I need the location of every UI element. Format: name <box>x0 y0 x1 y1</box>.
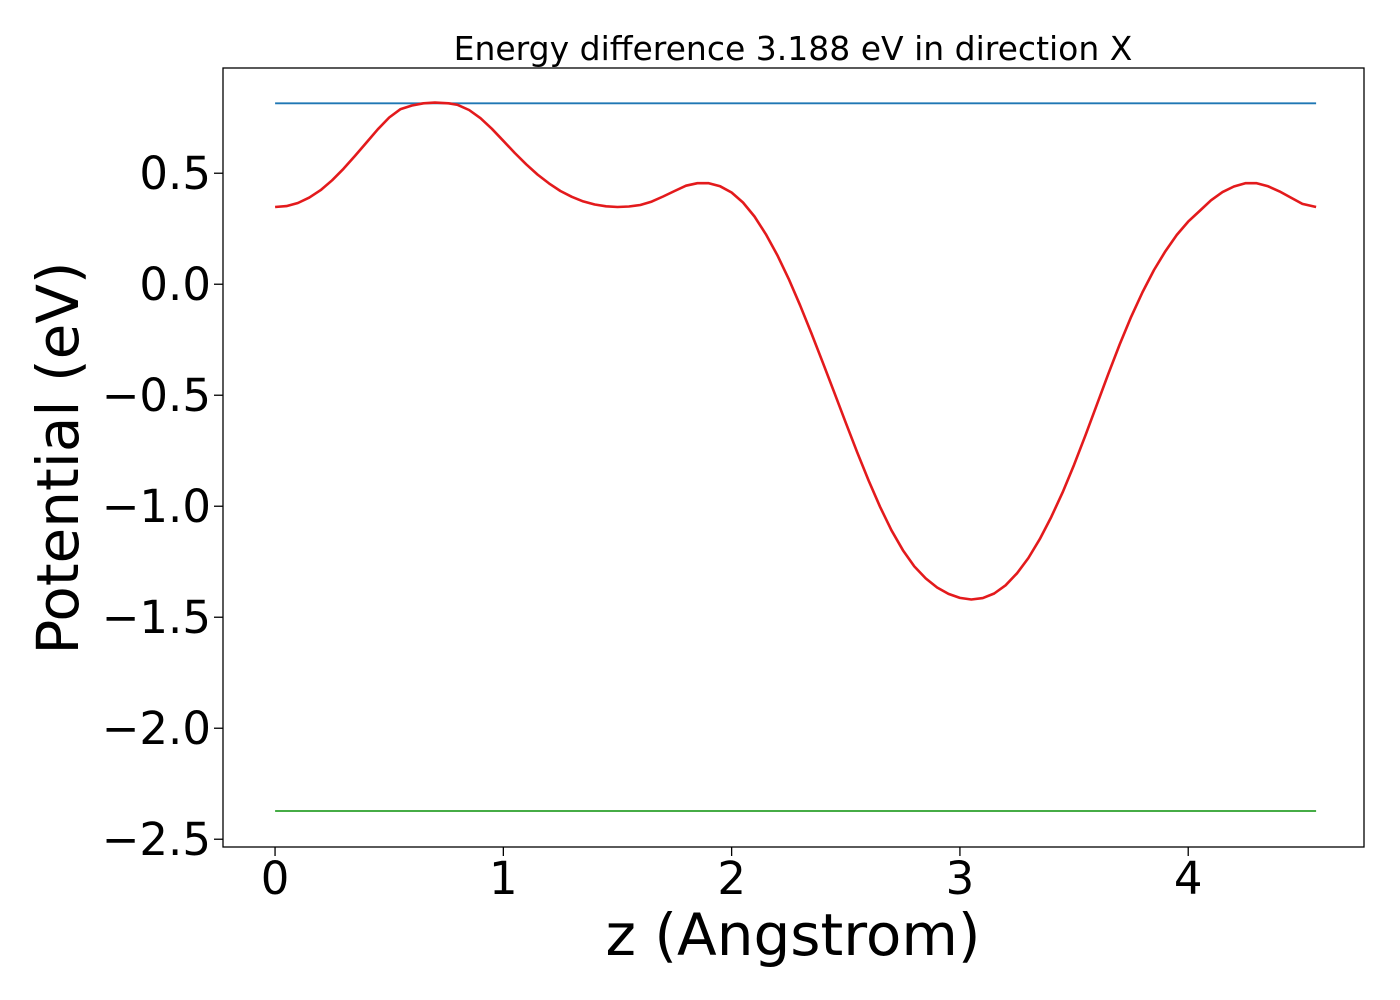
y-tick-label: −0.5 <box>102 369 211 422</box>
x-tick-label: 3 <box>946 852 975 905</box>
plot-frame <box>222 67 1365 848</box>
y-tick-label: 0.0 <box>139 258 211 311</box>
x-tick-label: 4 <box>1174 852 1203 905</box>
y-tick-label: −1.5 <box>102 591 211 644</box>
potential-curve <box>274 101 1317 601</box>
x-tick-label: 1 <box>489 852 518 905</box>
y-tick-label: −2.5 <box>102 813 211 866</box>
chart-title: Energy difference 3.188 eV in direction … <box>454 29 1133 68</box>
axis-ticks: 0 1 2 3 4 0.5 0.0 −0.5 −1.0 −1.5 −2.0 −2.5 <box>102 147 1203 905</box>
y-tick-label: −1.0 <box>102 480 211 533</box>
x-axis-label: z (Angstrom) <box>606 901 981 969</box>
x-tick-label: 2 <box>717 852 746 905</box>
x-tick-label: 0 <box>261 852 290 905</box>
series-layer <box>274 101 1317 812</box>
y-axis-label: Potential (eV) <box>24 261 92 654</box>
y-tick-label: −2.0 <box>102 702 211 755</box>
y-tick-label: 0.5 <box>139 147 211 200</box>
